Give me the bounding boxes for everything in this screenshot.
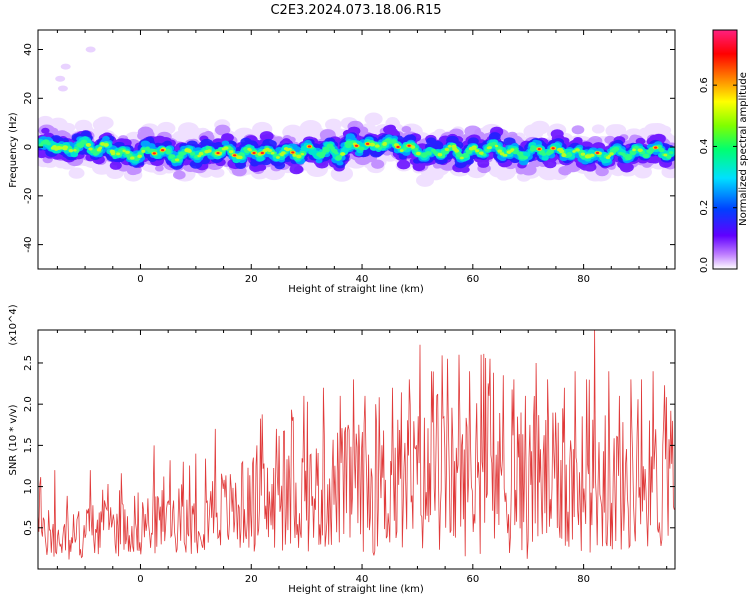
heatmap-cell bbox=[488, 132, 501, 141]
heatmap-cell bbox=[558, 165, 572, 176]
heatmap-cell bbox=[396, 159, 411, 170]
heatmap-cell bbox=[154, 165, 164, 172]
heatmap-cell bbox=[345, 133, 355, 140]
heatmap-cell bbox=[464, 125, 481, 138]
heatmap-cell bbox=[477, 159, 490, 168]
heatmap-cell bbox=[325, 118, 342, 131]
heatmap-cell bbox=[619, 163, 633, 173]
heatmap-cell bbox=[262, 138, 275, 148]
heatmap-cell bbox=[163, 140, 172, 147]
heatmap-cell bbox=[347, 126, 359, 135]
heatmap-cell bbox=[235, 161, 247, 170]
heatmap-cell bbox=[657, 125, 672, 136]
heatmap-cell bbox=[95, 116, 114, 130]
heatmap-cell bbox=[38, 150, 47, 159]
heatmap-cell bbox=[401, 125, 412, 133]
heatmap-cell bbox=[371, 159, 385, 169]
heatmap-cell bbox=[315, 158, 323, 164]
heatmap-cell bbox=[214, 124, 231, 136]
heatmap-cell bbox=[221, 140, 230, 146]
heatmap-cell bbox=[571, 125, 585, 135]
figure-title: C2E3.2024.073.18.06.R15 bbox=[270, 3, 441, 18]
spectrogram-heatmap bbox=[38, 46, 675, 187]
heatmap-cell bbox=[289, 164, 304, 175]
heatmap-cell bbox=[591, 124, 605, 134]
heatmap-cell bbox=[259, 131, 274, 142]
heatmap-cell bbox=[531, 129, 544, 138]
heatmap-cell bbox=[416, 174, 434, 187]
heatmap-cell bbox=[336, 160, 344, 166]
heatmap-cell bbox=[173, 170, 186, 180]
heatmap-cell bbox=[398, 137, 407, 144]
heatmap-cell bbox=[605, 124, 625, 138]
heatmap-cell bbox=[550, 129, 564, 139]
heatmap-cell bbox=[544, 159, 557, 169]
heatmap-cell bbox=[41, 127, 50, 134]
heatmap-cell bbox=[109, 161, 122, 170]
heatmap-cell bbox=[221, 133, 234, 143]
heatmap-cell bbox=[68, 167, 85, 179]
heatmap-cell bbox=[153, 135, 167, 145]
heatmap-cell bbox=[364, 112, 383, 126]
heatmap-cell bbox=[210, 167, 225, 178]
heatmap-cell bbox=[573, 137, 583, 144]
